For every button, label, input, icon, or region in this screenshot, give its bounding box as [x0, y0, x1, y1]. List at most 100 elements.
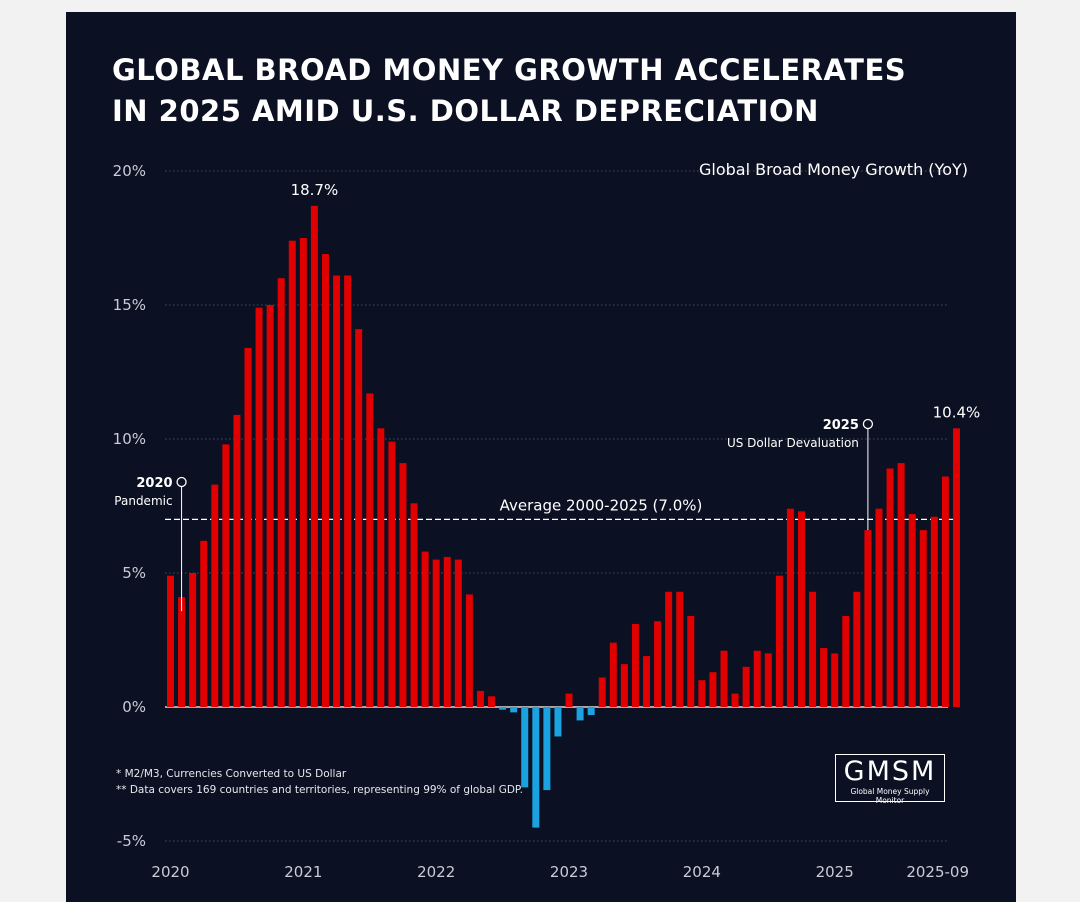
bar — [631, 623, 639, 707]
y-tick-label: 0% — [122, 698, 146, 716]
bar — [454, 559, 462, 707]
bar — [886, 468, 894, 707]
bar — [366, 393, 374, 707]
bar — [786, 508, 794, 707]
x-tick-label: 2025 — [816, 863, 854, 881]
series-legend-label: Global Broad Money Growth (YoY) — [699, 160, 968, 179]
pandemic-year: 2020 — [136, 476, 172, 491]
bar — [576, 707, 584, 721]
bar — [654, 621, 662, 707]
bar — [443, 556, 451, 707]
pandemic-marker-circle — [176, 476, 187, 488]
x-tick-label: 2020 — [151, 863, 189, 881]
bar — [399, 463, 407, 707]
bar — [355, 329, 363, 707]
x-tick-label: 2021 — [284, 863, 322, 881]
bar — [432, 559, 440, 707]
bar — [465, 594, 473, 707]
chart-title-line-1: GLOBAL BROAD MONEY GROWTH ACCELERATES — [112, 53, 907, 87]
bar — [421, 551, 429, 707]
x-tick-label: 2024 — [683, 863, 721, 881]
devaluation-label: US Dollar Devaluation — [727, 436, 859, 450]
bar — [532, 707, 540, 828]
bar — [543, 707, 551, 791]
bars — [167, 205, 960, 828]
bar — [200, 540, 208, 707]
devaluation-year: 2025 — [823, 418, 859, 433]
bar — [233, 414, 241, 707]
bar — [499, 707, 507, 710]
chart-title-line-2: IN 2025 AMID U.S. DOLLAR DEPRECIATION — [112, 94, 819, 128]
y-tick-label: 5% — [122, 564, 146, 582]
footnote-2: ** Data covers 169 countries and territo… — [116, 784, 523, 796]
bar — [476, 690, 484, 707]
bar — [222, 444, 230, 707]
bar — [321, 254, 329, 707]
bar — [510, 707, 518, 713]
bar — [410, 503, 418, 707]
x-tick-label: 2025-09 — [906, 863, 969, 881]
footnote-1: * M2/M3, Currencies Converted to US Doll… — [116, 768, 347, 780]
bar — [620, 664, 628, 707]
average-line-label: Average 2000-2025 (7.0%) — [500, 496, 703, 514]
devaluation-marker-circle — [862, 418, 874, 430]
bar — [875, 508, 883, 707]
bar — [609, 642, 617, 707]
bar — [753, 650, 761, 707]
bar — [244, 347, 252, 707]
bar — [288, 240, 296, 707]
y-axis: 20% 15% 10% 5% 0% -5% — [113, 162, 146, 850]
bar — [742, 666, 750, 707]
bar — [908, 514, 916, 707]
gmsm-logo: GMSM Global Money Supply Monitor — [835, 754, 945, 805]
bar — [687, 615, 695, 707]
y-tick-label: 15% — [113, 296, 146, 314]
bar — [333, 275, 341, 707]
x-axis: 2020 2021 2022 2023 2024 2025 2025-09 — [151, 863, 969, 881]
y-tick-label: 20% — [113, 162, 146, 180]
annotations: 18.7% 10.4% 2020 Pandemic 2025 US Dollar Deva… — [114, 181, 981, 612]
pandemic-label: Pandemic — [114, 494, 172, 508]
bar — [809, 591, 817, 707]
bar — [255, 307, 263, 707]
bar — [941, 476, 949, 707]
bar — [831, 653, 839, 707]
logo-mark: GMSM — [843, 756, 937, 787]
bar — [952, 428, 960, 707]
bar — [266, 305, 274, 707]
x-tick-label: 2022 — [417, 863, 455, 881]
footnotes: * M2/M3, Currencies Converted to US Doll… — [116, 766, 523, 798]
bar — [167, 575, 174, 707]
bar — [864, 530, 872, 707]
bar — [488, 696, 496, 707]
bar — [598, 677, 606, 707]
bar — [676, 591, 684, 707]
bar — [775, 575, 783, 707]
logo-subtitle: Global Money Supply Monitor — [850, 787, 930, 805]
bar — [554, 707, 562, 737]
bar — [720, 650, 728, 707]
bar — [731, 693, 739, 707]
chart-title: GLOBAL BROAD MONEY GROWTH ACCELERATES IN… — [112, 50, 972, 132]
bar — [377, 428, 385, 707]
bar — [388, 441, 396, 707]
bar — [643, 656, 651, 707]
bar — [764, 653, 772, 707]
bar — [919, 530, 927, 707]
y-tick-label: -5% — [117, 832, 146, 850]
bar — [299, 238, 307, 707]
bar — [897, 463, 905, 707]
bar — [853, 591, 861, 707]
bar — [178, 597, 186, 707]
latest-value-label: 10.4% — [933, 403, 981, 421]
bar — [709, 672, 717, 707]
bar — [587, 707, 595, 716]
bar — [521, 707, 529, 788]
peak-value-label: 18.7% — [291, 181, 339, 199]
average-line-group: Average 2000-2025 (7.0%) — [165, 496, 956, 521]
bar — [930, 516, 938, 707]
bar — [698, 680, 706, 707]
bar — [565, 693, 573, 707]
bar — [211, 484, 219, 707]
